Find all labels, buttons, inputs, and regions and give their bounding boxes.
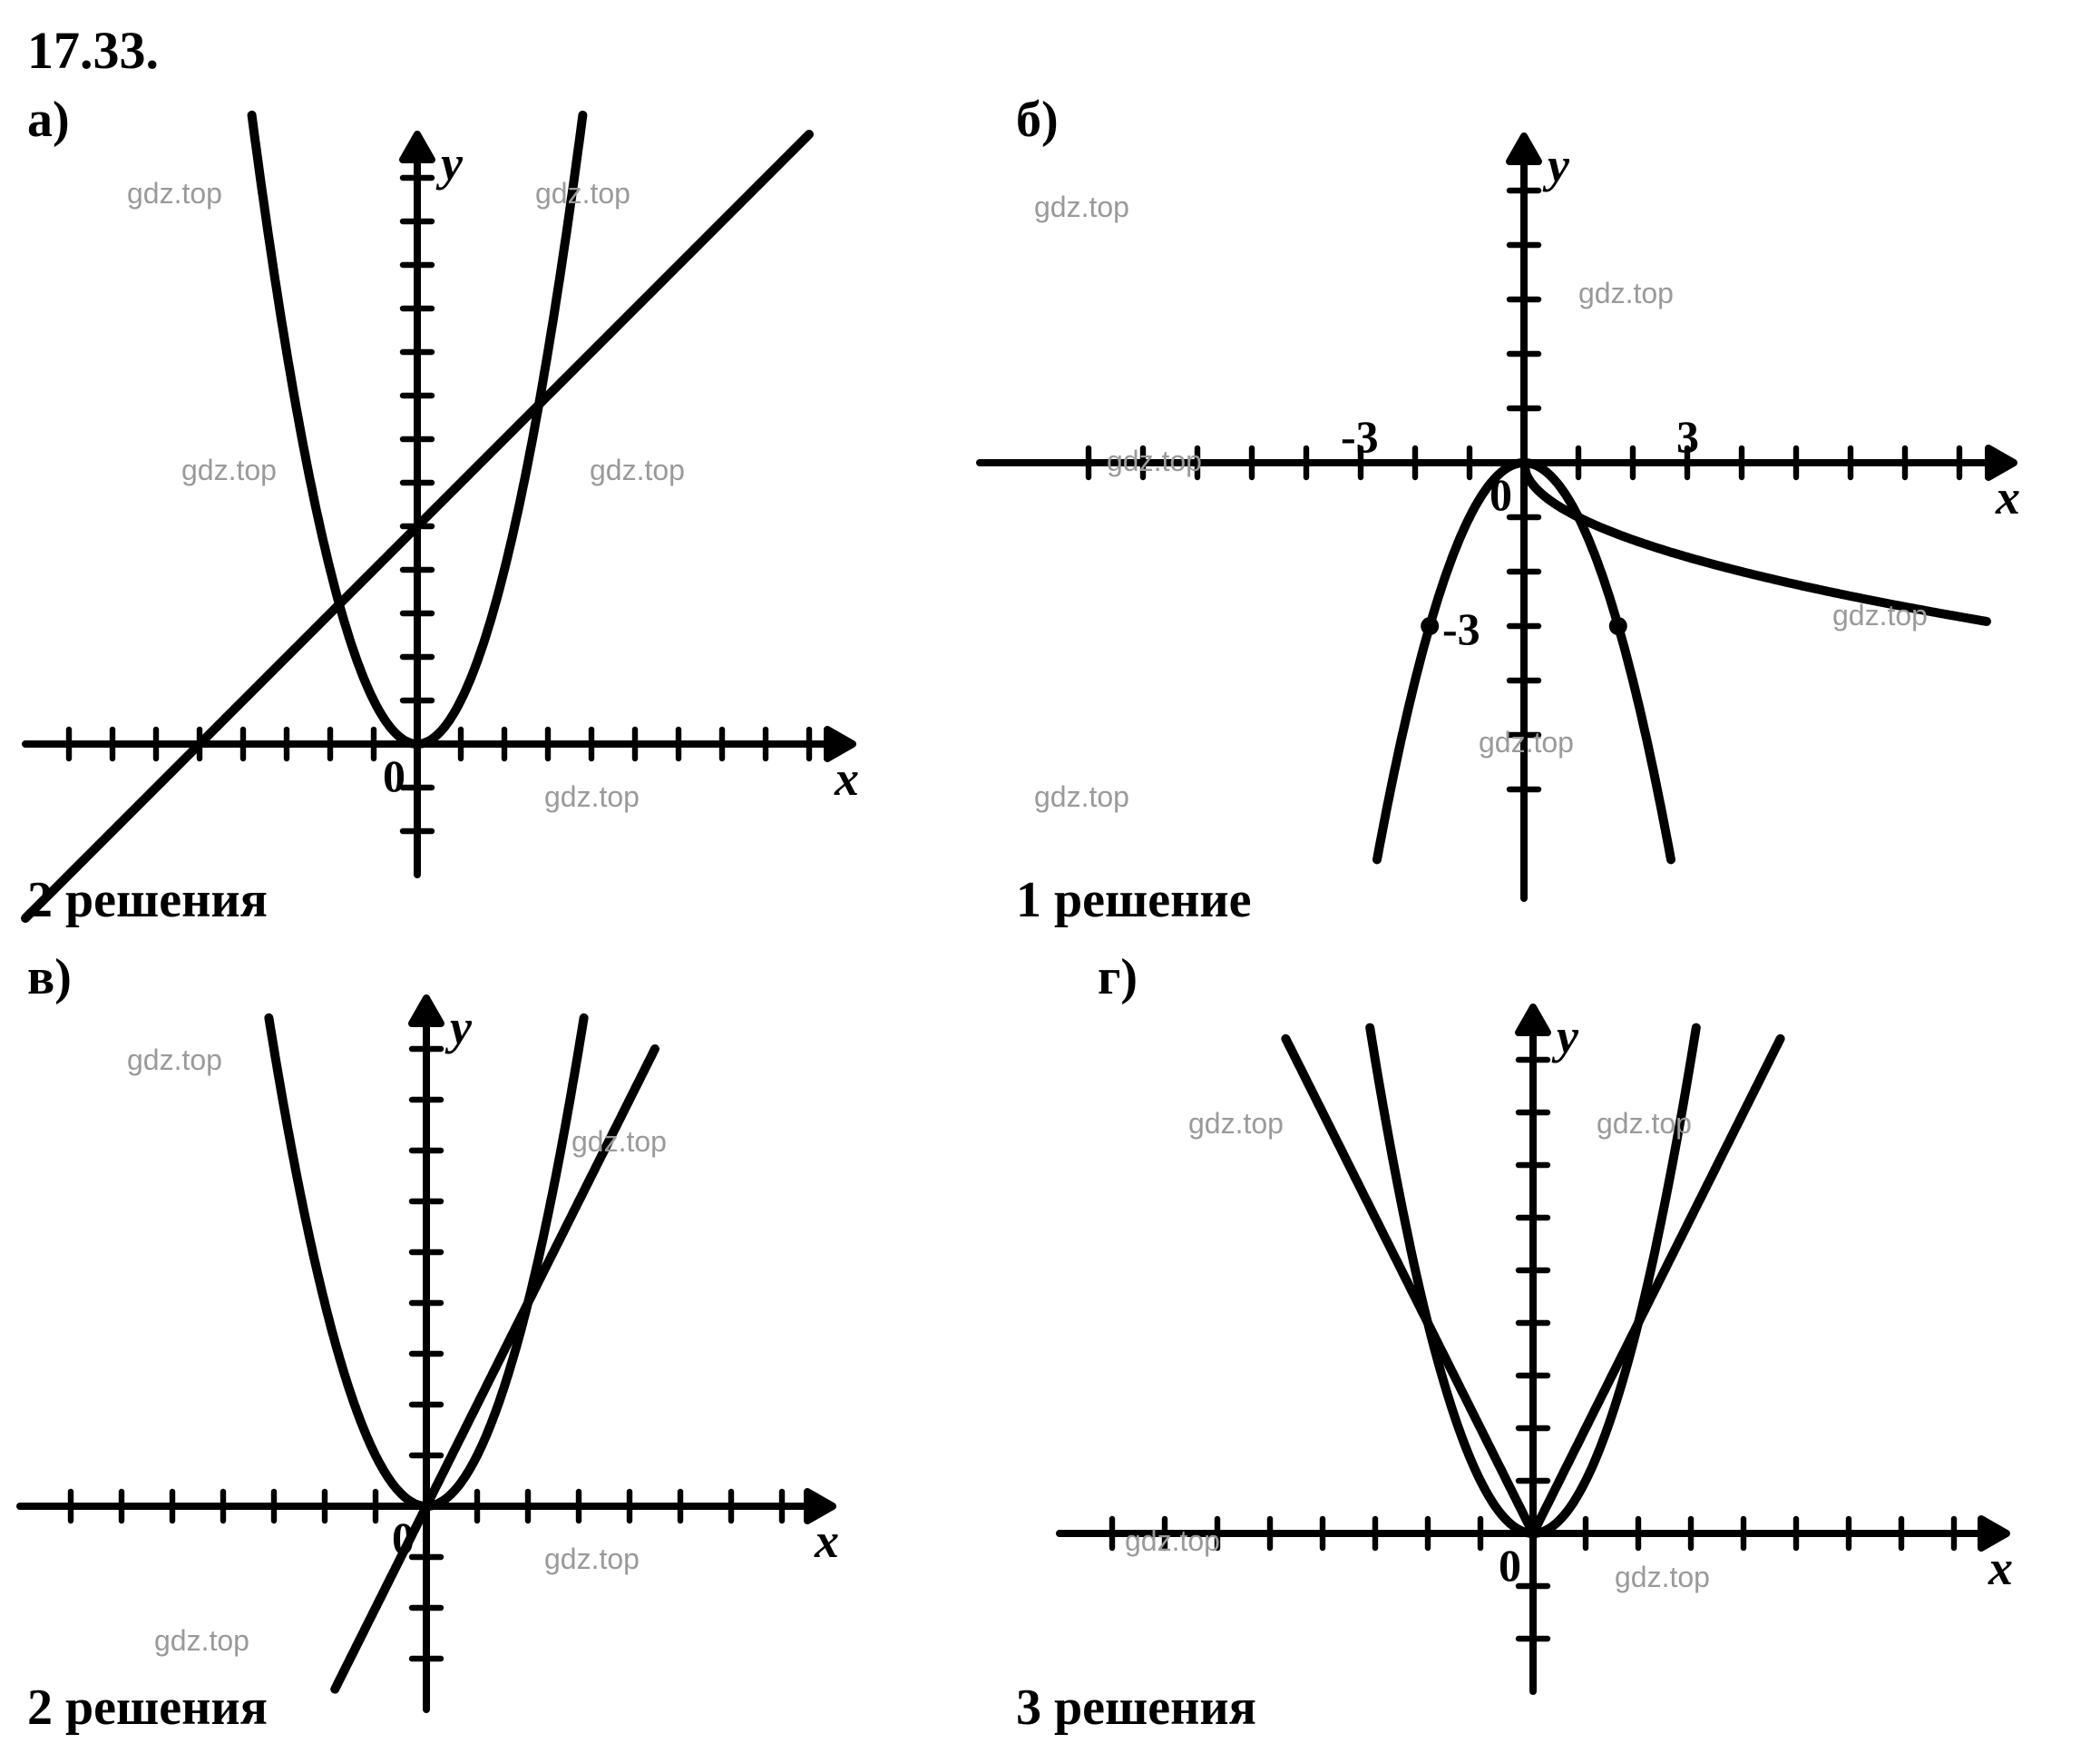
- watermark: gdz.top: [1034, 780, 1129, 814]
- svg-text:x: x: [1988, 1541, 2013, 1595]
- svg-text:x: x: [1995, 470, 2020, 524]
- chart-g: y x 0: [1052, 998, 2014, 1670]
- answer-b: 1 решение: [1016, 871, 1252, 929]
- watermark: gdz.top: [1107, 445, 1202, 478]
- watermark: gdz.top: [154, 1624, 249, 1658]
- watermark: gdz.top: [590, 454, 685, 487]
- svg-text:0: 0: [383, 750, 405, 801]
- svg-text:x: x: [834, 751, 859, 806]
- watermark: gdz.top: [571, 1125, 667, 1159]
- svg-text:x: x: [814, 1513, 839, 1568]
- watermark: gdz.top: [1034, 191, 1129, 224]
- svg-text:y: y: [1542, 138, 1570, 192]
- answer-v: 2 решения: [27, 1679, 268, 1737]
- svg-text:y: y: [1551, 1009, 1579, 1063]
- watermark: gdz.top: [1479, 726, 1574, 759]
- watermark: gdz.top: [544, 1543, 640, 1576]
- svg-text:-3: -3: [1442, 603, 1480, 654]
- svg-text:-3: -3: [1341, 411, 1379, 462]
- svg-text:3: 3: [1676, 411, 1699, 462]
- part-b-label: б): [1016, 91, 1059, 149]
- answer-g: 3 решения: [1016, 1679, 1256, 1737]
- watermark: gdz.top: [181, 454, 277, 487]
- watermark: gdz.top: [544, 780, 640, 814]
- watermark: gdz.top: [127, 177, 222, 211]
- watermark: gdz.top: [1597, 1107, 1692, 1141]
- answer-a: 2 решения: [27, 871, 268, 929]
- watermark: gdz.top: [535, 177, 630, 211]
- svg-text:y: y: [444, 1000, 473, 1054]
- chart-v: yx0: [27, 998, 825, 1670]
- chart-a: yx0: [27, 145, 844, 862]
- problem-number: 17.33.: [27, 20, 159, 81]
- watermark: gdz.top: [1832, 599, 1928, 632]
- watermark: gdz.top: [1125, 1524, 1220, 1558]
- watermark: gdz.top: [1188, 1107, 1284, 1141]
- watermark: gdz.top: [127, 1043, 222, 1077]
- watermark: gdz.top: [1615, 1561, 1710, 1594]
- svg-text:0: 0: [1499, 1540, 1521, 1591]
- watermark: gdz.top: [1578, 277, 1674, 310]
- part-a-label: а): [27, 91, 70, 149]
- svg-text:y: y: [435, 136, 464, 191]
